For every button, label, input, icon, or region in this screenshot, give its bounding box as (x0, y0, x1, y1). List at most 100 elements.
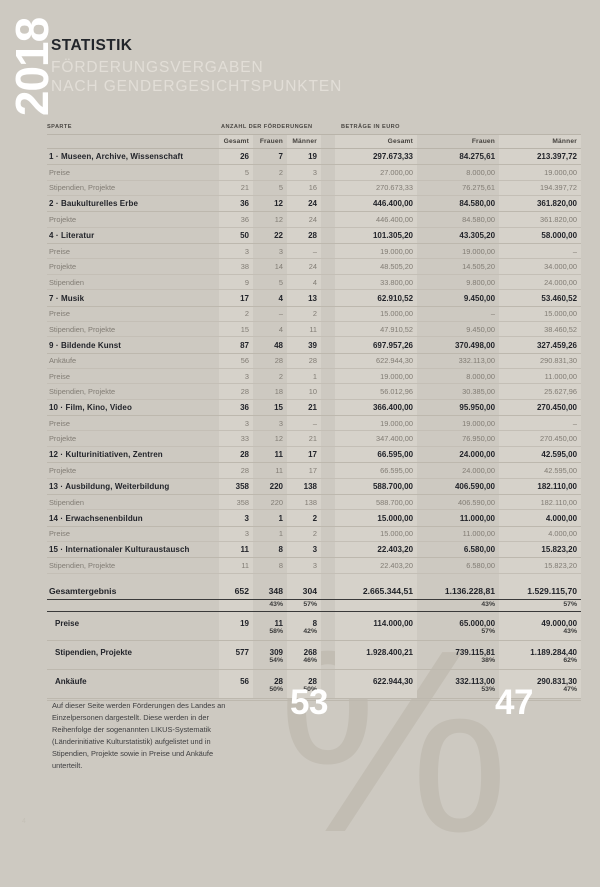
cell-count-gesamt: 3 (219, 415, 253, 432)
table-row-subcategory: Projekte 33 12 21 347.400,00 76.950,00 270.450… (47, 430, 582, 447)
cell-count-maenner: 24 (287, 258, 322, 275)
cell-count-maenner: 2 (287, 526, 322, 542)
col-header-gap (321, 134, 336, 149)
cell-count-frauen: 5 (253, 274, 287, 291)
cell-count-maenner: 2 (287, 306, 322, 322)
total-pct-maenner: 57% (287, 599, 322, 612)
cell-count-gesamt: 56 (219, 353, 253, 370)
cell-amount-gesamt: 347.400,00 (335, 430, 418, 447)
cell-count-frauen: 4 (253, 321, 287, 338)
total-pct-gesamt (219, 599, 253, 612)
table-row-category: 13 · Ausbildung, Weiterbildung 358 220 138 5… (47, 478, 582, 495)
table-row-category: 4 · Literatur 50 22 28 101.305,20 43.305,20 58… (47, 227, 582, 245)
cell-amount-gesamt: 66.595,00 (335, 462, 418, 479)
cell-gap (321, 478, 336, 495)
cell-amount-gesamt: 33.800,00 (335, 274, 418, 291)
document-page: % 2018 STATISTIK FÖRDERUNGSVERGABEN NACH… (6, 18, 582, 872)
cell-amount-frauen: 6.580,00 (417, 541, 500, 559)
table-spacer (47, 573, 582, 581)
cell-amount-maenner: 42.595,00 (499, 462, 582, 479)
cell-amount-frauen: 76.275,61 (417, 180, 500, 197)
total-gap (321, 580, 336, 600)
cell-amount-frauen: 95.950,00 (417, 399, 500, 417)
summary-count-gesamt: 577 (219, 640, 253, 657)
summary-amount-gesamt: 622.944,30 (335, 669, 418, 686)
summary-gap (321, 640, 335, 657)
table-row-subcategory: Ankäufe 56 28 28 622.944,30 332.113,00 290.831… (47, 353, 582, 370)
row-label: Ankäufe (47, 353, 219, 370)
row-label: Stipendien, Projekte (47, 180, 219, 197)
cell-count-maenner: 28 (287, 353, 322, 370)
table-row-subcategory: Stipendien, Projekte 11 8 3 22.403,20 6.580,0… (47, 557, 582, 574)
row-label: 13 · Ausbildung, Weiterbildung (47, 478, 219, 495)
summary-pct-gesamt (219, 685, 253, 699)
cell-gap (321, 368, 336, 385)
cell-amount-maenner: 213.397,72 (499, 148, 582, 166)
col-header-betrag-gesamt: Gesamt (335, 134, 418, 149)
cell-count-frauen: 15 (253, 399, 287, 417)
col-header-betrag-frauen: Frauen (417, 134, 500, 149)
col-header-betrag-maenner: Männer (499, 134, 582, 149)
table-column-header-row: Gesamt Frauen Männer Gesamt Frauen Männe… (47, 134, 582, 149)
page-title: STATISTIK (51, 37, 133, 54)
cell-amount-frauen: 43.305,20 (417, 227, 500, 245)
cell-amount-gesamt: 19.000,00 (335, 415, 418, 432)
cell-count-frauen: 7 (253, 148, 287, 166)
cell-amount-frauen: 84.580,00 (417, 211, 500, 228)
table-row-subcategory: Projekte 36 12 24 446.400,00 84.580,00 361.820… (47, 211, 582, 228)
row-label: Preise (47, 526, 219, 542)
cell-amount-maenner: 290.831,30 (499, 353, 582, 370)
spacer-cell (417, 573, 499, 581)
cell-amount-gesamt: 622.944,30 (335, 353, 418, 370)
total-pct-label (47, 599, 219, 612)
summary-count-maenner: 8 (287, 611, 322, 628)
cell-count-maenner: 2 (287, 509, 322, 527)
cell-count-maenner: – (287, 415, 322, 432)
bottom-rule-cell (47, 698, 219, 701)
cell-amount-maenner: 15.823,20 (499, 557, 582, 574)
cell-count-maenner: 3 (287, 541, 322, 559)
cell-amount-frauen: 24.000,00 (417, 462, 500, 479)
group-header-betraege: BETRÄGE IN EURO (341, 124, 400, 130)
page-subtitle-line2: NACH GENDERGESICHTSPUNKTEN (51, 78, 343, 96)
cell-amount-gesamt: 15.000,00 (335, 306, 418, 322)
cell-count-maenner: 3 (287, 557, 322, 574)
bottom-rule-cell (219, 698, 253, 701)
cell-gap (321, 211, 336, 228)
cell-count-maenner: 24 (287, 211, 322, 228)
cell-amount-frauen: 8.000,00 (417, 368, 500, 385)
summary-count-maenner: 28 (287, 669, 322, 686)
table-row-category: 1 · Museen, Archive, Wissenschaft 26 7 19 29… (47, 148, 582, 166)
total-pct-frauen: 43% (253, 599, 287, 612)
cell-amount-frauen: 9.450,00 (417, 321, 500, 338)
summary-count-gesamt: 19 (219, 611, 253, 628)
summary-amount-maenner: 290.831,30 (499, 669, 582, 686)
spacer-cell (219, 573, 253, 581)
cell-count-frauen: 3 (253, 415, 287, 432)
cell-count-gesamt: 36 (219, 399, 253, 417)
cell-count-frauen: 220 (253, 494, 287, 511)
table-row-summary-percent: 54% 46% 38% 62% (47, 656, 582, 670)
cell-amount-frauen: 406.590,00 (417, 494, 500, 511)
cell-count-gesamt: 11 (219, 557, 253, 574)
cell-amount-gesamt: 19.000,00 (335, 243, 418, 260)
bottom-rule-cell (417, 698, 500, 701)
cell-amount-frauen: 84.580,00 (417, 195, 500, 213)
total-label: Gesamtergebnis (47, 580, 219, 600)
cell-count-frauen: 1 (253, 509, 287, 527)
cell-amount-gesamt: 15.000,00 (335, 509, 418, 527)
cell-amount-gesamt: 101.305,20 (335, 227, 418, 245)
row-label: Stipendien, Projekte (47, 321, 219, 338)
cell-count-gesamt: 87 (219, 336, 253, 354)
cell-count-gesamt: 3 (219, 243, 253, 260)
row-label: 12 · Kulturinitiativen, Zentren (47, 446, 219, 464)
cell-count-maenner: 21 (287, 399, 322, 417)
cell-count-maenner: 4 (287, 274, 322, 291)
row-label: Preise (47, 368, 219, 385)
cell-amount-maenner: 42.595,00 (499, 446, 582, 464)
row-label: 2 · Baukulturelles Erbe (47, 195, 219, 213)
summary-pct-maenner: 50% (287, 685, 322, 699)
cell-count-frauen: 4 (253, 289, 287, 307)
table-row-subcategory: Preise 3 3–19.000,00 19.000,00– (47, 243, 582, 260)
cell-count-frauen: 220 (253, 478, 287, 495)
